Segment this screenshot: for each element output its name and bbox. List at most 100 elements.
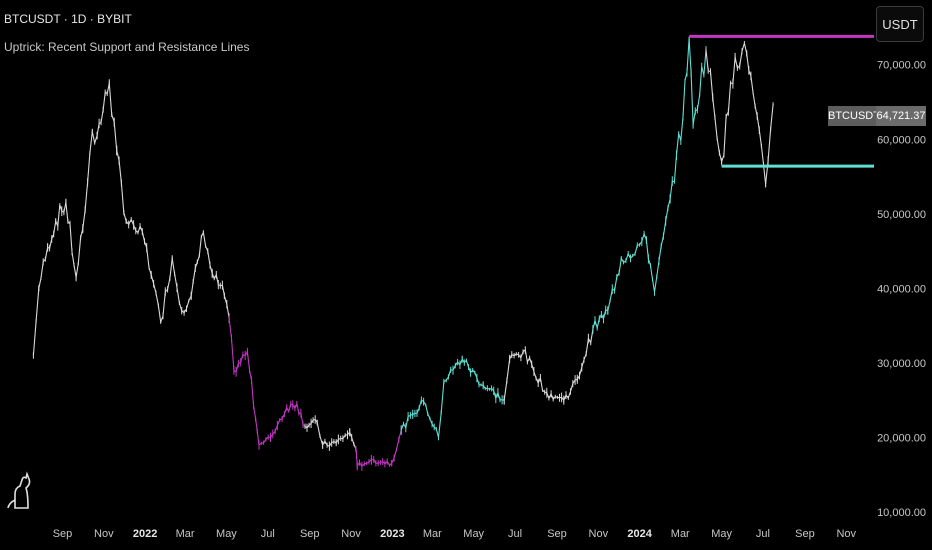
y-tick-label: 60,000.00 (877, 134, 926, 146)
candle-wicks (705, 47, 723, 165)
price-segment (371, 458, 393, 467)
price-segment (620, 232, 647, 264)
x-tick-label: May (711, 528, 732, 540)
candle-wicks (509, 349, 524, 362)
candle-wicks (233, 347, 248, 377)
price-segment (400, 413, 413, 431)
last-price-tag: 64,721.37 (876, 106, 926, 126)
candle-wicks (400, 409, 414, 435)
candle-wicks (304, 415, 318, 432)
y-tick-label: 70,000.00 (877, 60, 926, 72)
candle-wicks (356, 454, 372, 471)
price-segment (316, 422, 324, 446)
price-segment (607, 258, 622, 311)
candle-wicks (682, 36, 690, 121)
candle-wicks (592, 305, 609, 334)
candle-wicks (160, 255, 173, 324)
price-segment (143, 241, 152, 276)
candle-wicks (202, 230, 213, 279)
indicator-label[interactable]: Uptrick: Recent Support and Resistance L… (4, 40, 250, 54)
candle-wicks (96, 81, 110, 140)
candle-wicks (286, 400, 298, 413)
price-segment (349, 432, 357, 449)
candle-wicks (576, 326, 594, 382)
x-tick-label: Mar (671, 528, 690, 540)
candle-wicks (171, 256, 183, 313)
candle-wicks (692, 46, 707, 128)
price-segment (125, 218, 135, 226)
price-series (32, 36, 774, 471)
candle-wicks (765, 102, 774, 188)
x-tick-label: Sep (300, 528, 320, 540)
x-tick-label: Nov (341, 528, 361, 540)
x-tick-label: May (463, 528, 484, 540)
candle-wicks (461, 355, 484, 389)
symbol-tag: BTCUSDT (828, 106, 880, 126)
currency-button[interactable]: USDT (876, 6, 924, 42)
chart-title[interactable]: BTCUSDT · 1D · BYBIT (4, 12, 132, 26)
candle-wicks (522, 346, 548, 398)
candle-wicks (47, 218, 57, 252)
candle-wicks (746, 50, 767, 187)
support-resistance-lines (689, 34, 874, 168)
x-tick-label: Mar (176, 528, 195, 540)
price-segment (746, 53, 767, 185)
candle-wicks (349, 428, 357, 451)
price-segment (228, 318, 235, 371)
candle-wicks (620, 230, 647, 265)
candle-wicks (82, 129, 93, 232)
price-segment (423, 401, 440, 438)
candle-wicks (546, 390, 565, 403)
candle-wicks (391, 426, 402, 467)
price-segment (38, 247, 49, 289)
price-segment (65, 202, 77, 278)
price-segment (160, 258, 173, 323)
price-segment (682, 38, 690, 117)
candle-wicks (55, 199, 67, 231)
price-segment (133, 224, 146, 242)
candle-wicks (246, 350, 257, 421)
tradingview-logo-icon[interactable] (6, 470, 32, 510)
y-tick-label: 30,000.00 (877, 358, 926, 370)
price-segment (437, 381, 445, 438)
x-tick-label: May (216, 528, 237, 540)
time-axis[interactable]: Sep Nov 2022 Mar May Jul Sep Nov 2023 Mar May Jul Se… (53, 528, 857, 540)
candle-wicks (116, 145, 127, 224)
candle-wicks (133, 223, 145, 245)
candle-wicks (721, 55, 736, 166)
candle-wicks (38, 243, 49, 292)
candle-wicks (65, 198, 77, 282)
price-segment (246, 351, 257, 419)
candle-wicks (669, 114, 684, 203)
candle-wicks (423, 397, 439, 441)
price-segment (765, 104, 774, 185)
candle-wicks (108, 79, 118, 156)
price-segment (108, 83, 118, 151)
y-tick-label: 10,000.00 (877, 507, 926, 519)
price-segment (150, 274, 162, 322)
x-tick-label: Sep (547, 528, 567, 540)
x-tick-label: Nov (94, 528, 114, 540)
candle-wicks (190, 230, 204, 299)
candle-wicks (211, 270, 225, 299)
candle-wicks (563, 374, 578, 405)
price-segment (688, 38, 694, 125)
price-segment (734, 42, 748, 70)
price-segment (522, 348, 547, 394)
candle-wicks (443, 356, 463, 384)
x-tick-label: Jul (756, 528, 770, 540)
x-tick-label: Nov (836, 528, 856, 540)
price-segment (412, 399, 424, 415)
candle-wicks (412, 396, 425, 418)
x-tick-label: Jul (261, 528, 275, 540)
price-segment (47, 221, 57, 249)
candle-wicks (734, 41, 748, 71)
x-tick-label: Sep (53, 528, 73, 540)
candle-wicks (181, 291, 192, 316)
x-tick-label: 2023 (380, 528, 404, 540)
candle-wicks (645, 236, 655, 294)
y-tick-label: 20,000.00 (877, 432, 926, 444)
price-axis[interactable]: 10,000.00 20,000.00 30,000.00 40,000.00 50,0… (877, 60, 926, 519)
candle-wicks (482, 381, 505, 405)
